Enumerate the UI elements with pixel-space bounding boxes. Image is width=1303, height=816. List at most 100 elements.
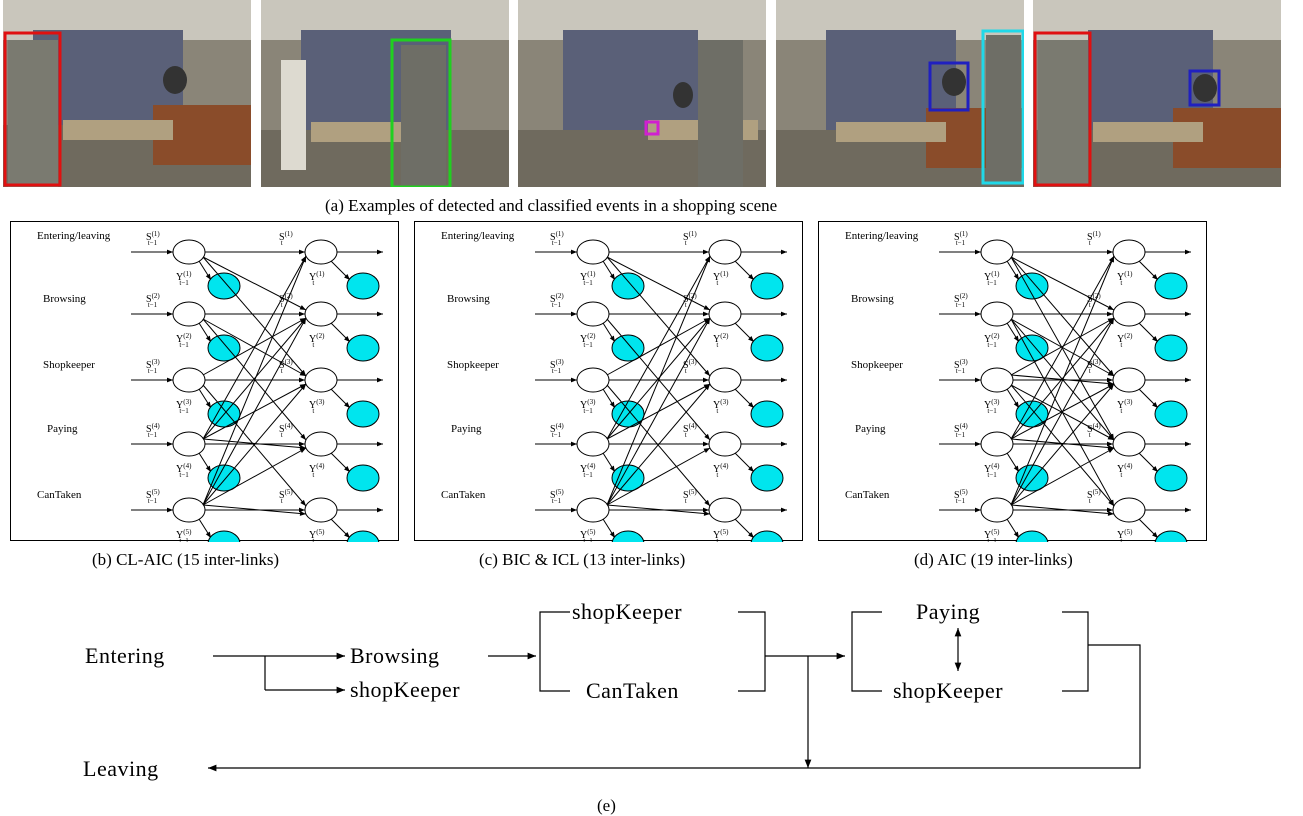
state-node-cur bbox=[304, 239, 338, 265]
row-label: Entering/leaving bbox=[845, 230, 919, 242]
obs-label-cur: Y(5) t bbox=[1117, 528, 1133, 542]
state-label-cur: S(1) t bbox=[279, 230, 293, 247]
obs-label-prev: Y(5) t−1 bbox=[176, 528, 192, 542]
obs-label-cur: Y(2) t bbox=[1117, 332, 1133, 349]
emission-link bbox=[1138, 388, 1159, 409]
flow-paying: Paying bbox=[916, 599, 980, 624]
inter-link bbox=[202, 255, 307, 506]
row-label: CanTaken bbox=[845, 489, 890, 501]
state-node-prev bbox=[172, 367, 206, 393]
state-label-prev: S(3) t−1 bbox=[550, 358, 564, 375]
state-node-cur bbox=[1112, 367, 1146, 393]
emission-link bbox=[330, 322, 351, 343]
emission-link bbox=[734, 260, 755, 281]
inter-link bbox=[606, 504, 711, 516]
observation-node-cur bbox=[750, 272, 784, 300]
obs-label-prev: Y(3) t−1 bbox=[984, 398, 1000, 415]
inter-link bbox=[606, 256, 711, 311]
row-label: CanTaken bbox=[37, 489, 82, 501]
obs-label-cur: Y(3) t bbox=[1117, 398, 1133, 415]
state-label-cur: S(4) t bbox=[683, 422, 697, 439]
emission-link bbox=[1006, 322, 1020, 343]
panel-aic: Entering/leaving S(1) t−1 S(1) t Y(1) t−1 Y(1) t… bbox=[818, 221, 1207, 542]
observation-node-cur bbox=[750, 464, 784, 492]
emission-link bbox=[1006, 388, 1020, 409]
detection-box bbox=[1033, 31, 1092, 187]
obs-label-prev: Y(2) t−1 bbox=[580, 332, 596, 349]
obs-label-prev: Y(1) t−1 bbox=[580, 270, 596, 287]
row-label: Paying bbox=[47, 423, 78, 435]
state-node-cur bbox=[1112, 497, 1146, 523]
obs-label-prev: Y(5) t−1 bbox=[580, 528, 596, 542]
row-label: Shopkeeper bbox=[43, 359, 95, 371]
state-node-prev bbox=[172, 239, 206, 265]
inter-link bbox=[606, 384, 711, 507]
inter-link bbox=[1010, 504, 1115, 516]
row-label: Paying bbox=[855, 423, 886, 435]
detection-box-secondary bbox=[981, 29, 1024, 185]
state-node-cur bbox=[708, 431, 742, 457]
flow-leaving: Leaving bbox=[83, 756, 159, 781]
emission-link bbox=[330, 260, 351, 281]
state-label-prev: S(3) t−1 bbox=[954, 358, 968, 375]
inter-link bbox=[202, 317, 307, 506]
flow-browsing: Browsing bbox=[350, 643, 440, 668]
state-label-cur: S(5) t bbox=[683, 488, 697, 505]
obs-label-cur: Y(1) t bbox=[309, 270, 325, 287]
state-node-cur bbox=[708, 301, 742, 327]
state-label-cur: S(3) t bbox=[1087, 358, 1101, 375]
emission-link bbox=[198, 518, 212, 539]
shopping-scene-image bbox=[776, 0, 1024, 187]
row-label: Browsing bbox=[851, 293, 894, 305]
detection-box bbox=[644, 120, 660, 136]
emission-link bbox=[198, 452, 212, 473]
state-node-cur bbox=[708, 497, 742, 523]
obs-label-prev: Y(1) t−1 bbox=[984, 270, 1000, 287]
state-node-prev bbox=[172, 301, 206, 327]
state-label-prev: S(4) t−1 bbox=[146, 422, 160, 439]
obs-label-prev: Y(4) t−1 bbox=[984, 462, 1000, 479]
state-label-cur: S(5) t bbox=[279, 488, 293, 505]
state-label-cur: S(3) t bbox=[279, 358, 293, 375]
video-frame-5 bbox=[1033, 0, 1281, 187]
inter-link bbox=[202, 255, 307, 440]
emission-link bbox=[198, 388, 212, 409]
obs-label-cur: Y(3) t bbox=[309, 398, 325, 415]
emission-link bbox=[330, 388, 351, 409]
emission-link bbox=[1006, 452, 1020, 473]
observation-node-prev bbox=[207, 530, 241, 542]
state-node-cur bbox=[1112, 301, 1146, 327]
state-label-prev: S(1) t−1 bbox=[550, 230, 564, 247]
inter-link bbox=[606, 256, 711, 377]
obs-label-cur: Y(5) t bbox=[713, 528, 729, 542]
observation-node-cur bbox=[346, 464, 380, 492]
observation-node-cur bbox=[1154, 530, 1188, 542]
detection-box bbox=[3, 31, 62, 187]
shopping-scene-image bbox=[3, 0, 251, 187]
inter-link bbox=[1010, 383, 1115, 506]
state-node-prev bbox=[980, 301, 1014, 327]
panel-cl-aic: Entering/leaving S(1) t−1 S(1) t Y(1) t−1 Y(1) t… bbox=[10, 221, 399, 542]
observation-node-prev bbox=[611, 530, 645, 542]
emission-link bbox=[1138, 260, 1159, 281]
inter-link bbox=[1010, 447, 1115, 506]
observation-node-cur bbox=[346, 530, 380, 542]
observation-node-prev bbox=[611, 272, 645, 300]
observation-node-cur bbox=[346, 400, 380, 428]
state-label-prev: S(4) t−1 bbox=[954, 422, 968, 439]
obs-label-prev: Y(5) t−1 bbox=[984, 528, 1000, 542]
emission-link bbox=[1138, 518, 1159, 539]
state-label-prev: S(2) t−1 bbox=[954, 292, 968, 309]
state-label-cur: S(5) t bbox=[1087, 488, 1101, 505]
obs-label-cur: Y(4) t bbox=[713, 462, 729, 479]
obs-label-cur: Y(4) t bbox=[309, 462, 325, 479]
caption-d: (d) AIC (19 inter-links) bbox=[914, 550, 1073, 569]
observation-node-prev bbox=[1015, 530, 1049, 542]
inter-link bbox=[202, 317, 307, 440]
state-label-prev: S(5) t−1 bbox=[550, 488, 564, 505]
state-label-prev: S(2) t−1 bbox=[550, 292, 564, 309]
emission-link bbox=[1138, 452, 1159, 473]
emission-link bbox=[734, 518, 755, 539]
caption-a: (a) Examples of detected and classified … bbox=[325, 196, 778, 215]
observation-node-cur bbox=[1154, 272, 1188, 300]
